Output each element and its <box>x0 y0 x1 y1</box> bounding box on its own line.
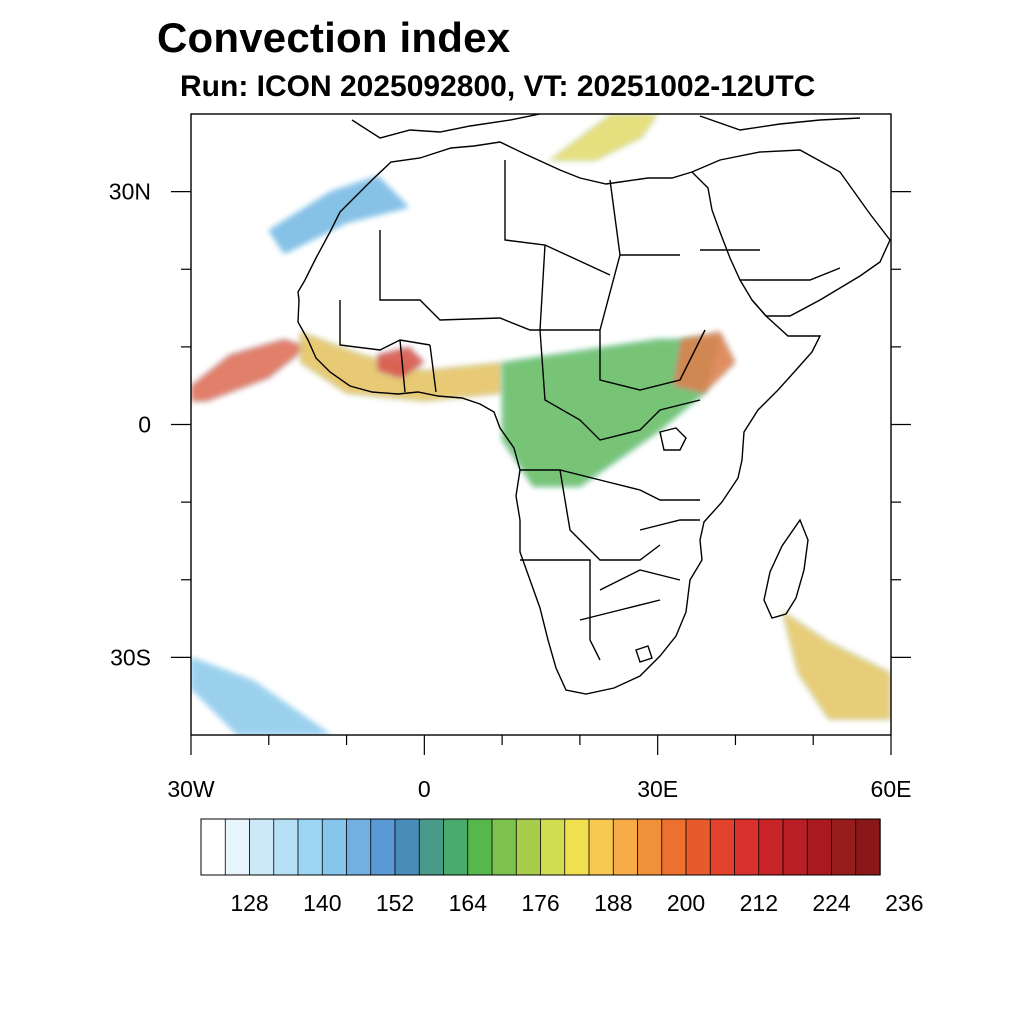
colorbar-swatch <box>855 818 881 876</box>
lesotho <box>635 645 653 663</box>
colorbar-swatch <box>370 818 396 876</box>
colorbar-label: 140 <box>303 890 341 916</box>
axis-ticks <box>171 191 911 755</box>
coastlines <box>297 114 891 695</box>
colorbar-swatch <box>467 818 493 876</box>
colorbar-swatch <box>224 818 251 876</box>
convection-field <box>191 114 891 735</box>
colorbar-swatch <box>515 818 542 876</box>
inner-borders <box>339 160 841 661</box>
colorbar-label: 128 <box>230 890 268 916</box>
colorbar-swatch <box>782 818 808 876</box>
x-axis-labels: 30W 0 30E 60E <box>167 776 911 802</box>
colorbar-frame <box>200 818 881 876</box>
y-tick-label: 30N <box>109 179 151 205</box>
colorbar-swatch <box>734 818 760 876</box>
x-tick-label: 0 <box>418 776 431 802</box>
y-tick-label: 0 <box>138 412 151 438</box>
arabia-coastline <box>691 149 891 317</box>
colorbar-swatch <box>200 818 226 876</box>
madagascar-coastline <box>763 518 809 619</box>
convection-region <box>377 346 425 378</box>
colorbar-swatch <box>685 818 711 876</box>
colorbar-swatch <box>297 818 323 876</box>
colorbar-label: 236 <box>885 890 923 916</box>
colorbar-label: 224 <box>812 890 851 916</box>
colorbar-swatch <box>249 818 275 876</box>
colorbar-swatch <box>321 818 348 876</box>
x-tick-label: 30W <box>167 776 215 802</box>
colorbar-swatch <box>637 818 663 876</box>
colorbar-swatch <box>806 818 833 876</box>
colorbar-swatch <box>273 818 299 876</box>
colorbar-swatch <box>394 818 420 876</box>
colorbar-swatch <box>612 818 639 876</box>
y-tick-label: 30S <box>110 644 151 670</box>
x-tick-label: 30E <box>637 776 678 802</box>
colorbar-swatch <box>491 818 517 876</box>
convection-region <box>548 114 658 161</box>
africa-coastline <box>297 141 822 695</box>
convection-region <box>191 339 308 402</box>
colorbar <box>200 818 881 876</box>
colorbar-swatch <box>758 818 784 876</box>
colorbar-label: 212 <box>740 890 778 916</box>
colorbar-swatch <box>588 818 614 876</box>
map-area <box>191 114 891 735</box>
colorbar-swatch <box>831 818 857 876</box>
x-tick-label: 60E <box>871 776 912 802</box>
colorbar-swatch <box>418 818 445 876</box>
convection-region <box>502 339 720 487</box>
colorbar-label: 164 <box>449 890 488 916</box>
colorbar-swatch <box>346 818 372 876</box>
colorbar-labels: 128 140 152 164 176 188 200 212 224 236 <box>230 890 923 916</box>
lake-victoria <box>659 427 687 451</box>
mediterranean-north <box>351 114 861 139</box>
convection-region <box>191 657 331 735</box>
colorbar-swatch <box>564 818 590 876</box>
convection-region <box>782 610 891 720</box>
colorbar-swatch <box>540 818 566 876</box>
map-title: Convection index <box>157 14 511 61</box>
colorbar-label: 188 <box>594 890 632 916</box>
colorbar-label: 200 <box>667 890 705 916</box>
colorbar-swatch <box>709 818 736 876</box>
convection-region <box>673 331 736 394</box>
y-axis-labels: 30N 0 30S <box>109 179 151 671</box>
colorbar-swatch <box>661 818 687 876</box>
map-subtitle: Run: ICON 2025092800, VT: 20251002-12UTC <box>180 70 816 103</box>
colorbar-label: 152 <box>376 890 414 916</box>
colorbar-label: 176 <box>521 890 559 916</box>
colorbar-swatch <box>443 818 469 876</box>
